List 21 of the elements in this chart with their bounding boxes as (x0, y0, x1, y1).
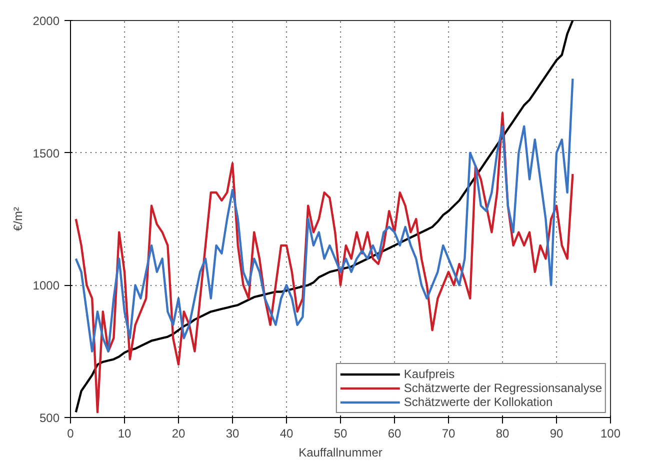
x-tick-label: 30 (226, 426, 240, 440)
x-tick-label: 80 (496, 426, 510, 440)
x-tick-label: 60 (388, 426, 402, 440)
legend-label: Schätzwerte der Kollokation (404, 395, 553, 409)
y-tick-label: 1000 (32, 278, 60, 293)
y-axis-title: €/m² (10, 206, 25, 231)
x-tick-label: 100 (600, 426, 621, 440)
x-tick-label: 50 (334, 426, 348, 440)
x-tick-label: 10 (118, 426, 132, 440)
y-tick-label: 500 (39, 411, 60, 425)
legend-label: Kaufpreis (404, 367, 455, 381)
x-tick-label: 90 (550, 426, 564, 440)
x-tick-label: 0 (67, 426, 74, 440)
x-tick-label: 20 (172, 426, 186, 440)
line-series (74, 78, 574, 352)
y-tick-label: 1500 (32, 146, 60, 160)
legend-label: Schätzwerte der Regressionsanalyse (404, 381, 602, 395)
x-axis-title: Kauffallnummer (298, 446, 382, 460)
x-tick-label: 70 (442, 426, 456, 440)
y-tick-label: 2000 (32, 14, 60, 28)
x-tick-label: 40 (280, 426, 294, 440)
